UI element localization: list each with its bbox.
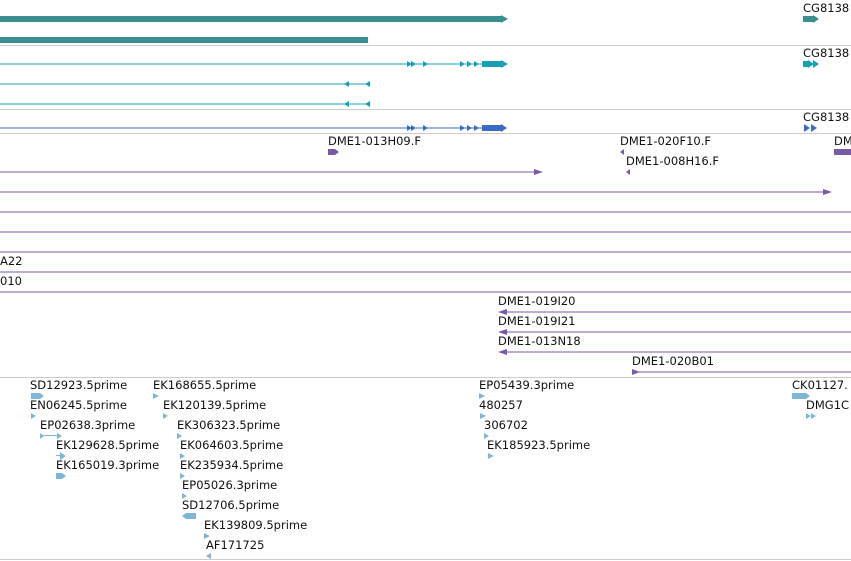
est-feature[interactable] xyxy=(204,533,210,539)
transcript-feature[interactable] xyxy=(803,61,809,67)
est-label[interactable]: EK235934.5prime xyxy=(180,458,283,472)
est-label[interactable]: EP05026.3prime xyxy=(182,478,277,492)
gene-label: CG8138 xyxy=(803,1,849,15)
transcript-track: CG8138 xyxy=(0,46,849,107)
gene-feature[interactable] xyxy=(803,16,815,22)
est-label[interactable]: EK120139.5prime xyxy=(163,398,266,412)
est-feature[interactable] xyxy=(31,413,36,419)
est-feature[interactable] xyxy=(40,435,60,436)
est-feature[interactable] xyxy=(792,393,810,399)
est-label[interactable]: EK185923.5prime xyxy=(487,438,590,452)
est-label[interactable]: EK168655.5prime xyxy=(153,378,256,392)
est-label[interactable]: 306702 xyxy=(484,418,528,432)
est-label[interactable]: EK129628.5prime xyxy=(56,438,159,452)
est-feature[interactable] xyxy=(182,493,187,499)
clone-feature[interactable] xyxy=(328,149,339,155)
clone-label[interactable]: DME1-020F10.F xyxy=(620,134,711,148)
est-feature[interactable] xyxy=(180,453,185,459)
est-label[interactable]: CK01127. xyxy=(792,378,848,392)
est-label[interactable]: EK139809.5prime xyxy=(204,518,307,532)
gene-feature[interactable] xyxy=(0,16,503,22)
est-label[interactable]: 480257 xyxy=(479,398,523,412)
clone-label[interactable]: 010 xyxy=(0,274,22,288)
est-feature[interactable] xyxy=(488,453,494,459)
clone-label[interactable]: DME1-013H09.F xyxy=(328,134,421,148)
clone-label[interactable]: DME1-008H16.F xyxy=(626,154,719,168)
est-feature[interactable] xyxy=(56,473,66,479)
clone-label[interactable]: DME1-019I21 xyxy=(498,314,576,328)
transcript-arrowhead xyxy=(501,60,508,68)
est-label[interactable]: SD12706.5prime xyxy=(182,498,279,512)
est-label[interactable]: EK165019.3prime xyxy=(56,458,159,472)
est-label[interactable]: EK306323.5prime xyxy=(177,418,280,432)
clone-label[interactable]: DME xyxy=(834,134,851,148)
est-feature[interactable] xyxy=(153,393,159,399)
clone-label[interactable]: A22 xyxy=(0,254,23,268)
clone-feature[interactable] xyxy=(620,149,624,155)
gene-track: CG8138 xyxy=(0,1,849,43)
cds-label: CG8138 xyxy=(803,110,849,124)
est-label[interactable]: DMG1C xyxy=(806,398,849,412)
est-feature[interactable] xyxy=(177,433,182,439)
gene-feature-arrowhead xyxy=(813,15,819,23)
est-feature[interactable] xyxy=(180,473,185,479)
cds-track: CG8138 xyxy=(0,110,849,132)
est-feature[interactable] xyxy=(182,513,196,519)
clone-feature[interactable] xyxy=(834,149,851,155)
clone-label[interactable]: DME1-019I20 xyxy=(498,294,576,308)
clone-feature[interactable] xyxy=(626,169,630,175)
gene-feature-arrowhead xyxy=(501,15,508,23)
est-label[interactable]: EK064603.5prime xyxy=(180,438,283,452)
est-track: SD12923.5prime EN06245.5prime EP02638.3p… xyxy=(30,378,849,559)
est-label[interactable]: SD12923.5prime xyxy=(30,378,127,392)
est-feature[interactable] xyxy=(484,433,489,439)
est-feature[interactable] xyxy=(479,393,485,399)
est-label[interactable]: EN06245.5prime xyxy=(30,398,127,412)
clone-label[interactable]: DME1-020B01 xyxy=(632,354,714,368)
est-label[interactable]: EP02638.3prime xyxy=(40,418,135,432)
clone-track: DME1-013H09.F DME1-020F10.F DME1-008H16.… xyxy=(0,134,851,375)
transcript-label: CG8138 xyxy=(803,46,849,60)
est-feature[interactable] xyxy=(31,393,44,399)
est-feature[interactable] xyxy=(206,553,211,559)
clone-label[interactable]: DME1-013N18 xyxy=(498,334,581,348)
gene-feature[interactable] xyxy=(0,37,368,43)
est-feature[interactable] xyxy=(480,413,486,419)
est-label[interactable]: EP05439.3prime xyxy=(479,378,574,392)
est-feature[interactable] xyxy=(806,413,811,419)
est-label[interactable]: AF171725 xyxy=(206,538,264,552)
est-feature[interactable] xyxy=(163,413,168,419)
